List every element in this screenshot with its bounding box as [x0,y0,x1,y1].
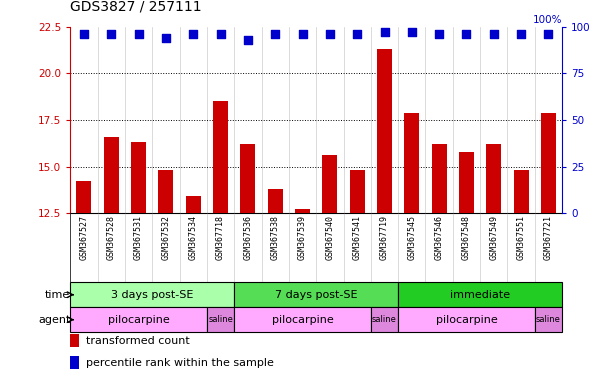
Text: immediate: immediate [450,290,510,300]
Text: GSM367719: GSM367719 [380,215,389,260]
Bar [207,307,234,332]
Bar [234,307,371,332]
Bar [70,282,234,307]
Bar [240,144,255,213]
Text: pilocarpine: pilocarpine [108,314,169,325]
Bar [158,170,174,213]
Text: 3 days post-SE: 3 days post-SE [111,290,194,300]
Text: GDS3827 / 257111: GDS3827 / 257111 [70,0,202,13]
Text: GSM367548: GSM367548 [462,215,471,260]
Bar [486,144,501,213]
Point [243,37,253,43]
Point [544,31,554,37]
Bar [295,209,310,213]
Text: GSM367546: GSM367546 [434,215,444,260]
Point [79,31,89,37]
Point [407,30,417,36]
Text: 7 days post-SE: 7 days post-SE [275,290,357,300]
Text: GSM367527: GSM367527 [79,215,89,260]
Text: GSM367540: GSM367540 [325,215,334,260]
Bar [234,282,398,307]
Bar [459,152,474,213]
Point [270,31,280,37]
Text: saline: saline [208,315,233,324]
Bar [398,307,535,332]
Point [379,30,389,36]
Bar [70,334,79,347]
Bar [404,113,419,213]
Bar [104,137,119,213]
Text: percentile rank within the sample: percentile rank within the sample [87,358,274,367]
Point [216,31,225,37]
Text: agent: agent [38,314,70,325]
Bar [514,170,529,213]
Bar [349,170,365,213]
Text: GSM367718: GSM367718 [216,215,225,260]
Text: GSM367551: GSM367551 [517,215,525,260]
Text: GSM367538: GSM367538 [271,215,280,260]
Point [161,35,171,41]
Point [134,31,144,37]
Point [188,31,198,37]
Text: GSM367534: GSM367534 [189,215,198,260]
Text: GSM367549: GSM367549 [489,215,499,260]
Point [461,31,471,37]
Point [434,31,444,37]
Bar [70,356,79,369]
Bar [398,282,562,307]
Text: GSM367532: GSM367532 [161,215,170,260]
Text: time: time [45,290,70,300]
Point [298,31,307,37]
Bar [535,307,562,332]
Bar [541,113,556,213]
Bar [213,101,228,213]
Bar [131,142,146,213]
Text: transformed count: transformed count [87,336,190,346]
Text: saline: saline [536,315,561,324]
Point [516,31,526,37]
Bar [377,49,392,213]
Text: pilocarpine: pilocarpine [272,314,334,325]
Point [353,31,362,37]
Text: pilocarpine: pilocarpine [436,314,497,325]
Text: GSM367541: GSM367541 [353,215,362,260]
Text: GSM367531: GSM367531 [134,215,143,260]
Point [106,31,116,37]
Bar [431,144,447,213]
Point [489,31,499,37]
Text: GSM367539: GSM367539 [298,215,307,260]
Point [325,31,335,37]
Text: GSM367721: GSM367721 [544,215,553,260]
Text: 100%: 100% [533,15,562,25]
Text: saline: saline [372,315,397,324]
Text: GSM367536: GSM367536 [243,215,252,260]
Bar [268,189,283,213]
Bar [70,307,207,332]
Text: GSM367528: GSM367528 [107,215,115,260]
Bar [371,307,398,332]
Bar [323,156,337,213]
Bar [186,196,201,213]
Bar [76,182,92,213]
Text: GSM367545: GSM367545 [408,215,416,260]
